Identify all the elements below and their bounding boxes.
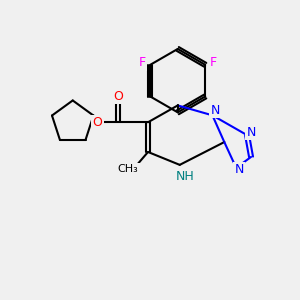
Text: F: F [210,56,217,69]
Text: N: N [235,163,244,176]
Text: O: O [93,116,102,129]
Text: NH: NH [175,170,194,183]
Text: CH₃: CH₃ [118,164,139,174]
Text: N: N [211,104,220,117]
Text: N: N [246,126,256,139]
Text: O: O [113,90,123,103]
Text: F: F [139,56,146,69]
